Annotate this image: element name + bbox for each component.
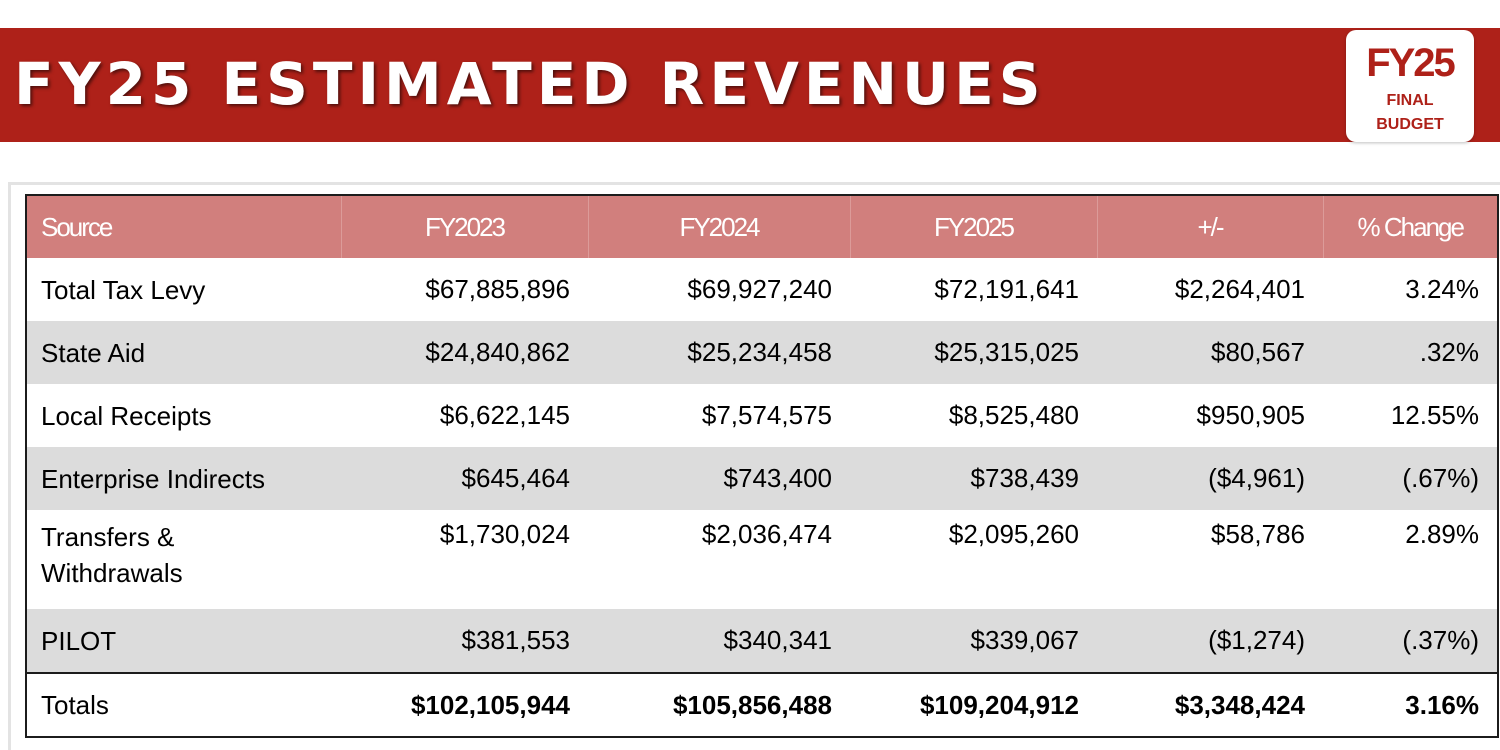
row-fy2023: $381,553 bbox=[341, 609, 588, 673]
row-fy2025: $738,439 bbox=[850, 447, 1097, 510]
totals-fy2025: $109,204,912 bbox=[850, 672, 1097, 737]
row-fy2024: $25,234,458 bbox=[588, 321, 850, 384]
row-fy2024: $743,400 bbox=[588, 447, 850, 510]
column-header-fy2025: FY2025 bbox=[850, 195, 1098, 258]
badge-year: FY25 bbox=[1366, 41, 1456, 85]
row-percent-change: (.67%) bbox=[1323, 447, 1498, 510]
column-header-change: +/- bbox=[1097, 195, 1324, 258]
totals-fy2023: $102,105,944 bbox=[341, 672, 588, 737]
row-source: Total Tax Levy bbox=[41, 274, 206, 305]
row-change: $58,786 bbox=[1211, 519, 1305, 549]
row-fy2025: $2,095,260 bbox=[948, 519, 1079, 549]
table-footer: Totals $102,105,944 $105,856,488 $109,20… bbox=[26, 672, 1498, 737]
table-body: Total Tax Levy $67,885,896 $69,927,240 $… bbox=[26, 258, 1498, 673]
table-row: Transfers & Withdrawals $1,730,024 $2,03… bbox=[26, 510, 1498, 609]
row-change: $80,567 bbox=[1097, 321, 1323, 384]
row-source: Enterprise Indirects bbox=[26, 447, 341, 510]
final-budget-badge: FY25 FINAL BUDGET bbox=[1346, 30, 1474, 142]
row-change: ($1,274) bbox=[1097, 609, 1323, 673]
badge-line-final: FINAL bbox=[1386, 92, 1434, 109]
column-header-fy2024: FY2024 bbox=[588, 195, 851, 258]
row-percent-change: 3.24% bbox=[1405, 274, 1479, 304]
title-banner: FY25 ESTIMATED REVENUES bbox=[0, 28, 1500, 142]
row-percent-change: .32% bbox=[1323, 321, 1498, 384]
table-panel bbox=[8, 182, 1500, 750]
row-fy2025: $25,315,025 bbox=[850, 321, 1097, 384]
table-header: Source FY2023 FY2024 FY2025 +/- % Change bbox=[26, 195, 1498, 258]
row-change: ($4,961) bbox=[1097, 447, 1323, 510]
column-header-percent-change: % Change bbox=[1323, 195, 1498, 258]
row-source: PILOT bbox=[26, 609, 341, 673]
row-fy2023: $645,464 bbox=[341, 447, 588, 510]
column-header-fy2023: FY2023 bbox=[341, 195, 589, 258]
header-row: Source FY2023 FY2024 FY2025 +/- % Change bbox=[26, 195, 1498, 258]
totals-percent-change: 3.16% bbox=[1323, 672, 1498, 737]
row-change: $950,905 bbox=[1196, 400, 1305, 430]
row-fy2024: $69,927,240 bbox=[687, 274, 832, 304]
row-source: Transfers & Withdrawals bbox=[41, 522, 183, 588]
row-fy2023: $24,840,862 bbox=[341, 321, 588, 384]
table-row: PILOT $381,553 $340,341 $339,067 ($1,274… bbox=[26, 609, 1498, 673]
row-percent-change: 2.89% bbox=[1405, 519, 1479, 549]
totals-label: Totals bbox=[26, 672, 341, 737]
row-fy2025: $72,191,641 bbox=[934, 274, 1079, 304]
totals-change: $3,348,424 bbox=[1097, 672, 1323, 737]
row-change: $2,264,401 bbox=[1174, 274, 1305, 304]
row-source: State Aid bbox=[26, 321, 341, 384]
row-fy2023: $67,885,896 bbox=[425, 274, 570, 304]
table-row: Local Receipts $6,622,145 $7,574,575 $8,… bbox=[26, 384, 1498, 447]
revenue-table: Source FY2023 FY2024 FY2025 +/- % Change… bbox=[25, 194, 1499, 738]
row-source: Local Receipts bbox=[41, 400, 212, 431]
row-percent-change: 12.55% bbox=[1390, 400, 1479, 430]
row-fy2024: $2,036,474 bbox=[701, 519, 832, 549]
table-row: Enterprise Indirects $645,464 $743,400 $… bbox=[26, 447, 1498, 510]
row-fy2024: $340,341 bbox=[588, 609, 850, 673]
page-title: FY25 ESTIMATED REVENUES bbox=[14, 50, 1046, 118]
table-row: Total Tax Levy $67,885,896 $69,927,240 $… bbox=[26, 258, 1498, 321]
table-row: State Aid $24,840,862 $25,234,458 $25,31… bbox=[26, 321, 1498, 384]
row-fy2025: $8,525,480 bbox=[948, 400, 1079, 430]
row-fy2023: $1,730,024 bbox=[439, 519, 570, 549]
row-fy2024: $7,574,575 bbox=[701, 400, 832, 430]
row-fy2023: $6,622,145 bbox=[439, 400, 570, 430]
column-header-source: Source bbox=[26, 195, 342, 258]
row-percent-change: (.37%) bbox=[1323, 609, 1498, 673]
totals-row: Totals $102,105,944 $105,856,488 $109,20… bbox=[26, 672, 1498, 737]
totals-fy2024: $105,856,488 bbox=[588, 672, 850, 737]
badge-line-budget: BUDGET bbox=[1376, 116, 1444, 133]
row-fy2025: $339,067 bbox=[850, 609, 1097, 673]
